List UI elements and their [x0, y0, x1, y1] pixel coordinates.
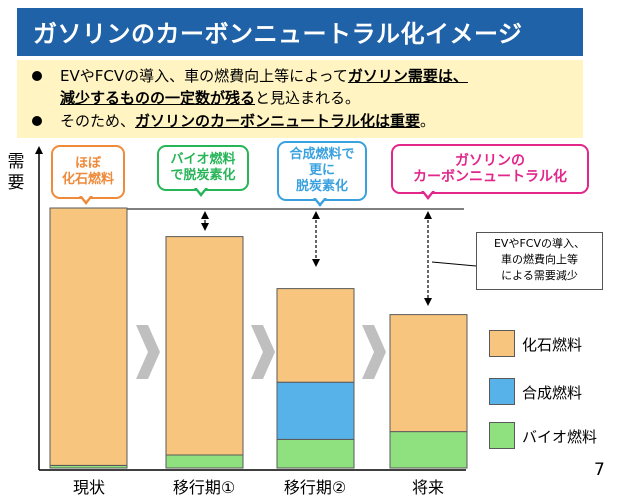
- bullet-1-line-1: EVやFCVの導入、車の燃費向上等によってガソリン需要は、: [60, 65, 468, 87]
- tag-2-line-2: で脱炭素化: [170, 168, 236, 183]
- tag-2-line-1: バイオ燃料: [170, 152, 236, 167]
- legend-label-fossil: 化石燃料: [522, 336, 583, 354]
- bullet-1-suffix: と見込まれる。: [255, 89, 361, 107]
- tag-3-pointer-inner: [315, 197, 325, 203]
- tag-synthetic-decarbonize: 合成燃料で 更に 脱炭素化: [277, 141, 367, 201]
- tag-3-line-1: 合成燃料で: [289, 147, 355, 162]
- legend-swatch-bio: [489, 422, 515, 449]
- bullet-1-text: EVやFCVの導入、車の燃費向上等によって: [60, 67, 348, 85]
- tag-gasoline-carbon-neutral: ガソリンの カーボンニュートラル化: [391, 144, 589, 194]
- legend-label-synthetic: 合成燃料: [522, 384, 583, 402]
- x-label-current: 現状: [72, 478, 105, 497]
- bar-bio-4: [389, 431, 468, 469]
- x-label-transition-2: 移行期②: [283, 478, 347, 497]
- tag-1-pointer-inner: [81, 195, 91, 201]
- bars-group: [49, 207, 468, 469]
- bullet-2-text: そのため、: [60, 112, 136, 130]
- note-line-3: による需要減少: [501, 269, 578, 282]
- bullet-box: [17, 60, 583, 138]
- bullet-dot-1: [32, 71, 42, 81]
- bullet-2-emphasis: ガソリンのカーボンニュートラル化は重要: [135, 112, 421, 130]
- legend-swatch-fossil: [489, 330, 515, 357]
- tag-3-line-2: 更に: [308, 163, 335, 178]
- bullet-2: そのため、ガソリンのカーボンニュートラル化は重要。: [60, 110, 435, 132]
- bar-bio-2: [165, 454, 244, 469]
- transition-arrow-1: [136, 325, 160, 379]
- tag-3-line-3: 脱炭素化: [295, 179, 348, 194]
- note-leader: [431, 261, 477, 267]
- tag-2-pointer-inner: [196, 187, 206, 193]
- y-axis-label-char-2: 要: [7, 173, 25, 193]
- bullet-1-line-2: 減少するものの一定数が残ると見込まれる。: [60, 87, 360, 109]
- tag-1-line-1: ほぼ: [74, 156, 101, 171]
- bar-fossil-1: [49, 207, 128, 466]
- tag-4-pointer-inner: [423, 190, 433, 196]
- transition-arrow-3: [362, 325, 386, 379]
- tag-bio-decarbonize: バイオ燃料 で脱炭素化: [157, 145, 249, 191]
- legend-label-bio: バイオ燃料: [522, 428, 598, 446]
- x-label-transition-1: 移行期①: [172, 478, 236, 497]
- x-label-future: 将来: [411, 478, 444, 497]
- page-number: 7: [594, 460, 605, 480]
- tag-mostly-fossil: ほぼ 化石燃料: [51, 145, 125, 199]
- note-line-1: EVやFCVの導入、: [493, 237, 585, 250]
- bar-fossil-3: [276, 288, 355, 383]
- bar-bio-3: [276, 438, 355, 469]
- bar-fossil-4: [389, 314, 468, 433]
- title-bar: [17, 8, 583, 56]
- y-axis-label-char-1: 需: [7, 152, 25, 172]
- demand-reduction-note: EVやFCVの導入、 車の燃費向上等 による需要減少: [476, 232, 603, 290]
- bullet-dot-2: [32, 116, 42, 126]
- tag-4-line-2: カーボンニュートラル化: [413, 169, 567, 185]
- legend-swatch-synthetic: [489, 378, 515, 405]
- note-line-2: 車の燃費向上等: [501, 253, 578, 266]
- bullet-1-emphasis: ガソリン需要は、: [347, 67, 468, 85]
- page-title: ガソリンのカーボンニュートラル化イメージ: [33, 20, 523, 48]
- bullet-1-emphasis-2: 減少するものの一定数が残る: [60, 89, 256, 107]
- y-axis-label: 需 要: [5, 152, 27, 194]
- tag-1-line-2: 化石燃料: [61, 172, 114, 187]
- tag-4-line-1: ガソリンの: [455, 153, 525, 169]
- transition-arrow-2: [251, 325, 275, 379]
- bar-fossil-2: [165, 236, 244, 456]
- bar-synthetic-3: [276, 381, 355, 440]
- bullet-2-suffix: 。: [420, 112, 436, 130]
